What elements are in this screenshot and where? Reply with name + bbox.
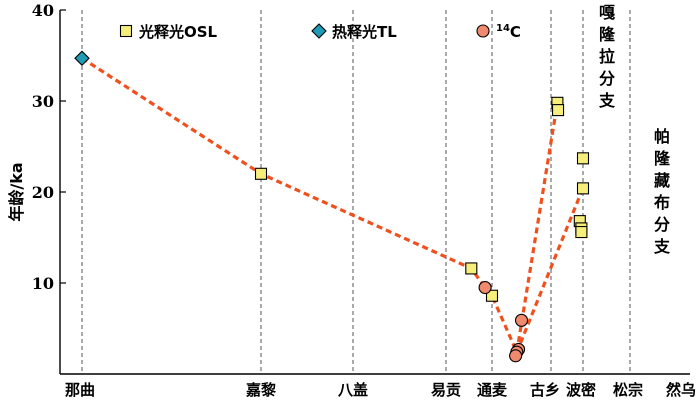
y-axis-ticks: 10 20 30 40 xyxy=(32,1,66,293)
point-c14 xyxy=(478,280,492,295)
point-osl xyxy=(465,262,478,275)
category-gridlines xyxy=(81,10,631,374)
legend-label-osl: 光释光OSL xyxy=(138,23,218,41)
y-tick-label: 40 xyxy=(32,1,54,20)
y-tick-label: 20 xyxy=(32,183,54,202)
point-osl xyxy=(576,182,590,195)
legend-marker-osl xyxy=(119,24,133,38)
trend-line-1 xyxy=(515,191,583,353)
legend: 光释光OSL 热释光TL 14C xyxy=(119,23,521,41)
legend-label-main: C xyxy=(510,23,521,41)
branch-label-0: 嘎隆拉分支 xyxy=(598,3,616,110)
x-category-label: 古乡 xyxy=(530,381,560,399)
point-c14 xyxy=(509,349,523,363)
legend-label-c14: 14C xyxy=(496,23,521,41)
trend-lines xyxy=(81,56,583,358)
y-axis-label: 年龄/ka xyxy=(7,162,26,221)
point-osl xyxy=(254,167,268,180)
legend-marker-c14 xyxy=(476,24,490,38)
x-category-label: 然乌 xyxy=(666,381,696,399)
x-category-label: 易贡 xyxy=(431,381,461,399)
trend-line-0 xyxy=(81,56,559,358)
data-points xyxy=(74,50,590,363)
point-osl xyxy=(485,289,499,302)
point-osl xyxy=(576,152,590,165)
x-category-label: 松宗 xyxy=(613,381,643,399)
x-category-label: 那曲 xyxy=(65,381,95,399)
point-osl xyxy=(551,104,565,117)
point-tl xyxy=(74,50,90,67)
y-tick-label: 30 xyxy=(32,92,54,111)
point-osl xyxy=(575,225,588,239)
legend-label-sup: 14 xyxy=(496,23,510,34)
x-category-label: 波密 xyxy=(566,381,596,399)
x-category-label: 嘉黎 xyxy=(245,381,276,399)
axes xyxy=(59,10,690,375)
x-axis-labels: 那曲 嘉黎 八盖 易贡 通麦 古乡 波密 松宗 然乌 xyxy=(65,381,696,399)
legend-label-tl: 热释光TL xyxy=(332,23,397,41)
x-category-label: 通麦 xyxy=(477,381,508,399)
x-category-label: 八盖 xyxy=(337,381,368,399)
legend-marker-tl xyxy=(311,23,327,39)
branch-label-1: 帕隆藏布分支 xyxy=(653,127,671,256)
point-c14 xyxy=(514,313,529,327)
y-tick-label: 10 xyxy=(32,274,54,293)
